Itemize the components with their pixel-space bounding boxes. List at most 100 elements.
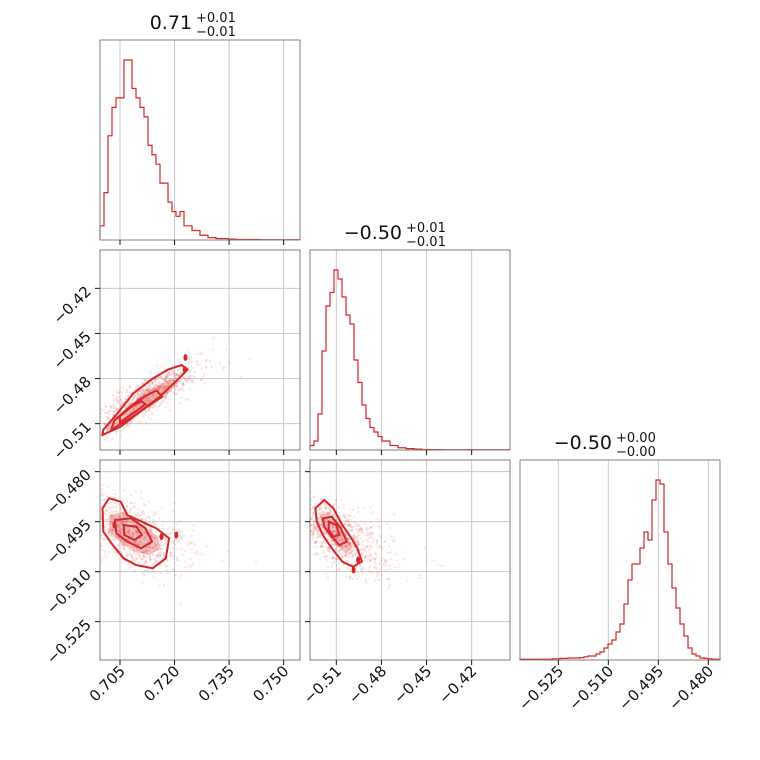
sample-point xyxy=(319,516,323,519)
sample-point xyxy=(360,567,363,571)
sample-point xyxy=(337,537,341,541)
sample-point xyxy=(155,364,159,367)
sample-point xyxy=(172,370,175,373)
sample-point xyxy=(321,526,324,529)
contour-3 xyxy=(119,399,148,425)
sample-point xyxy=(122,513,126,516)
sample-point xyxy=(354,527,358,531)
sample-point xyxy=(110,532,113,535)
sample-point xyxy=(366,546,369,549)
sample-point xyxy=(329,555,332,558)
sample-point xyxy=(367,566,371,570)
sample-point xyxy=(157,404,160,408)
sample-point xyxy=(297,507,299,509)
sample-point xyxy=(168,555,171,558)
sample-point xyxy=(86,509,88,511)
sample-point xyxy=(353,515,356,519)
sample-point xyxy=(165,380,168,383)
sample-point xyxy=(353,574,357,577)
sample-point xyxy=(331,556,335,560)
sample-point xyxy=(337,539,341,543)
sample-point xyxy=(182,383,186,386)
sample-point xyxy=(187,362,191,365)
sample-point xyxy=(154,386,157,389)
sample-point xyxy=(128,530,131,533)
sample-point xyxy=(178,372,182,375)
sample-point xyxy=(116,396,119,400)
sample-point xyxy=(124,519,127,523)
sample-point xyxy=(143,389,147,393)
sample-point xyxy=(112,394,115,397)
sample-point xyxy=(312,527,316,530)
sample-point xyxy=(367,536,371,540)
sample-point xyxy=(321,527,324,530)
sample-point xyxy=(356,538,360,541)
sample-point xyxy=(122,540,126,543)
sample-point xyxy=(153,546,156,550)
sample-point xyxy=(150,530,154,533)
sample-point xyxy=(167,373,171,376)
x-tick-label: 0.750 xyxy=(249,662,292,705)
param-title-minus-0: −0.01 xyxy=(196,25,236,40)
sample-point xyxy=(314,541,317,544)
sample-point xyxy=(111,518,115,521)
sample-point xyxy=(112,510,115,514)
sample-point xyxy=(174,538,178,542)
sample-point xyxy=(351,555,354,559)
sample-point xyxy=(115,432,118,435)
sample-point xyxy=(389,557,392,561)
sample-point xyxy=(277,494,279,496)
sample-point xyxy=(387,577,390,580)
sample-point xyxy=(186,380,189,384)
sample-point xyxy=(161,388,165,391)
sample-point xyxy=(151,412,155,416)
sample-point xyxy=(344,575,347,579)
sample-point xyxy=(356,523,359,527)
sample-point xyxy=(129,539,132,543)
sample-point xyxy=(93,495,95,497)
sample-point xyxy=(393,540,396,543)
sample-point xyxy=(144,410,148,414)
sample-point xyxy=(398,562,401,566)
sample-point xyxy=(147,382,150,386)
sample-point xyxy=(341,552,345,555)
sample-point xyxy=(318,512,321,515)
sample-point xyxy=(303,516,305,518)
sample-point xyxy=(94,533,96,535)
sample-point xyxy=(369,559,373,563)
sample-point xyxy=(145,388,148,391)
sample-point xyxy=(94,437,96,439)
sample-point xyxy=(187,564,191,567)
sample-point xyxy=(153,545,157,548)
sample-point xyxy=(369,525,372,529)
sample-point xyxy=(53,485,55,487)
sample-point xyxy=(366,554,370,558)
sample-point xyxy=(180,537,183,540)
sample-point xyxy=(167,370,170,373)
sample-point xyxy=(144,531,147,535)
sample-point xyxy=(344,516,347,520)
sample-point xyxy=(348,524,352,527)
sample-point xyxy=(378,570,381,574)
sample-point xyxy=(168,357,171,360)
sample-point xyxy=(344,544,347,547)
sample-point xyxy=(179,388,182,391)
sample-point xyxy=(171,527,174,530)
sample-point xyxy=(108,511,111,515)
sample-point xyxy=(159,549,162,553)
sample-point xyxy=(105,509,109,513)
sample-point xyxy=(136,395,139,398)
sample-point xyxy=(386,551,390,555)
sample-point xyxy=(374,556,378,559)
y-tick-label: −0.45 xyxy=(50,328,95,373)
sample-point xyxy=(153,549,156,553)
sample-point xyxy=(363,556,367,559)
sample-point xyxy=(158,380,161,384)
sample-point xyxy=(333,515,336,519)
sample-point xyxy=(137,390,141,393)
sample-point xyxy=(106,485,110,488)
sample-point xyxy=(138,403,141,406)
sample-point xyxy=(79,502,81,504)
sample-point xyxy=(141,509,145,513)
sample-point xyxy=(340,536,343,539)
